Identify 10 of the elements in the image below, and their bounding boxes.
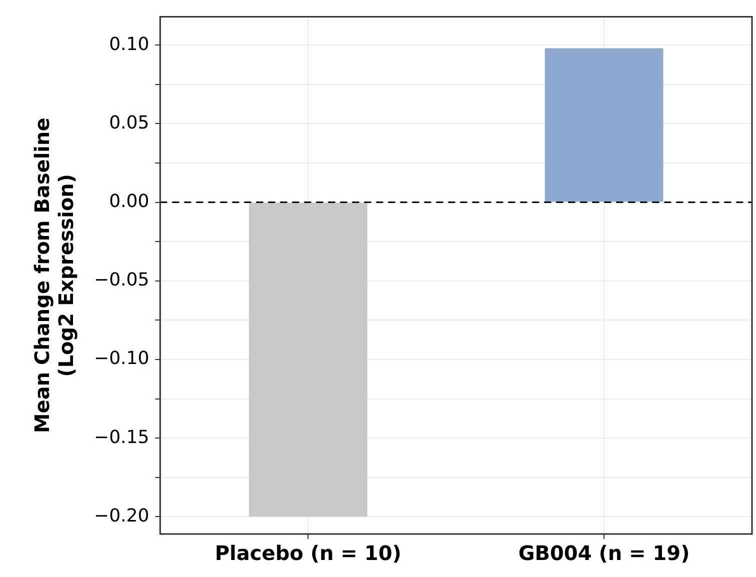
y-tick-label: 0.00: [109, 190, 150, 212]
y-tick-label: 0.10: [109, 34, 150, 55]
y-tick-label: −0.10: [94, 348, 150, 370]
x-tick-label: Placebo (n = 10): [214, 541, 402, 566]
y-tick-label: −0.05: [94, 270, 150, 291]
y-tick-label: −0.15: [94, 426, 150, 448]
y-tick-label: 0.05: [109, 112, 150, 134]
y-tick-label: −0.20: [94, 505, 150, 526]
x-tick-label: GB004 (n = 19): [518, 541, 690, 566]
y-axis-title: Mean Change from Baseline (Log2 Expression): [30, 118, 78, 434]
